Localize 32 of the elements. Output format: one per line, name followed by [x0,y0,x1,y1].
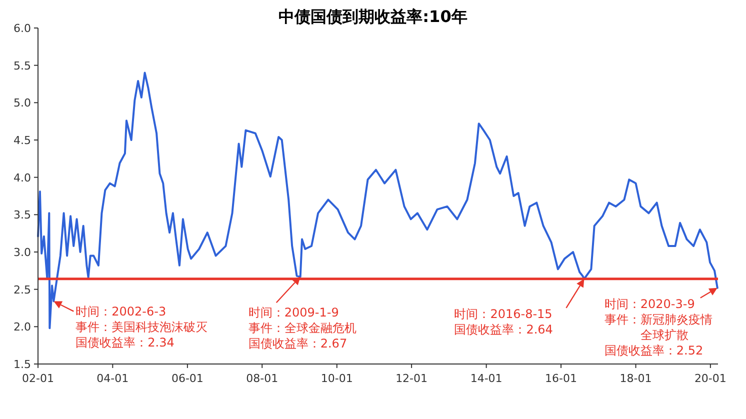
annotation: 国债收益率：2.67 [248,336,348,351]
annotation: 事件：全球金融危机 [248,321,356,336]
x-tick-label: 12-01 [396,372,428,385]
annotation: 时间：2009-1-9 [248,306,339,320]
annotation: 时间：2002-6-3 [76,304,166,318]
annotation: 时间：2020-3-9 [604,296,695,311]
y-tick-label: 5.5 [14,59,31,72]
annotation: 国债收益率：2.64 [454,322,553,336]
x-tick-label: 08-01 [246,372,278,385]
x-tick-label: 14-01 [470,372,502,385]
y-tick-label: 4.5 [14,134,31,147]
y-tick-label: 3.5 [14,208,31,222]
x-tick-label: 06-01 [171,372,204,385]
x-tick-label: 18-01 [620,372,652,385]
annotation: 国债收益率：2.52 [604,343,704,358]
x-tick-label: 04-01 [96,372,129,385]
y-tick-label: 2.5 [14,283,31,296]
y-tick-label: 2.0 [14,320,31,334]
y-tick-label: 6.0 [14,22,31,35]
y-tick-label: 1.5 [14,358,31,371]
y-tick-label: 4.0 [14,171,31,184]
annotation: 国债收益率：2.34 [76,335,174,350]
chart-title: 中债国债到期收益率:10年 [278,7,468,26]
annotation: 事件：新冠肺炎疫情全球扩散 [604,312,712,342]
x-tick-label: 20-01 [694,372,726,385]
annotation: 事件：美国科技泡沫破灭 [76,320,208,334]
y-tick-label: 5.0 [14,96,31,110]
x-tick-label: 10-01 [320,372,353,385]
y-tick-label: 3.0 [14,246,31,259]
x-tick-label: 16-01 [545,372,577,385]
x-tick-label: 02-01 [22,372,54,385]
annotation: 时间：2016-8-15 [454,306,552,321]
